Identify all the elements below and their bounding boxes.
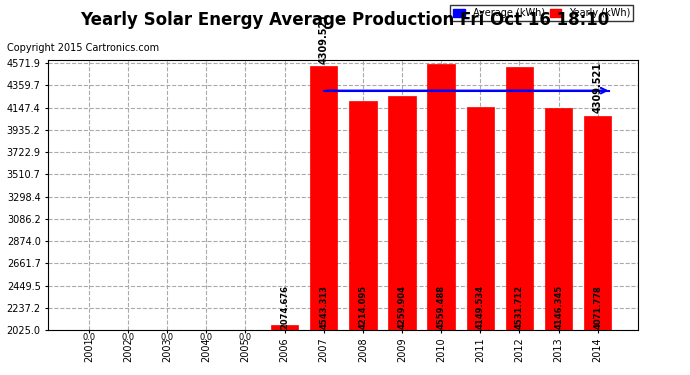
Text: 2074.676: 2074.676 xyxy=(280,285,289,329)
Bar xyxy=(427,64,455,330)
Bar xyxy=(545,108,572,330)
Bar xyxy=(388,96,415,330)
Bar xyxy=(349,100,377,330)
Text: 4531.712: 4531.712 xyxy=(515,285,524,329)
Bar xyxy=(584,116,611,330)
Text: 0.0: 0.0 xyxy=(239,333,252,342)
Bar xyxy=(466,107,494,330)
Text: 0.0: 0.0 xyxy=(199,333,213,342)
Text: 0.0: 0.0 xyxy=(121,333,135,342)
Bar xyxy=(271,325,298,330)
Text: Copyright 2015 Cartronics.com: Copyright 2015 Cartronics.com xyxy=(7,43,159,53)
Text: 0.0: 0.0 xyxy=(161,333,174,342)
Text: 4146.345: 4146.345 xyxy=(554,285,563,329)
Legend: Average (kWh), Yearly (kWh): Average (kWh), Yearly (kWh) xyxy=(451,6,633,21)
Text: 4309.521: 4309.521 xyxy=(593,63,603,114)
Text: 4559.488: 4559.488 xyxy=(437,285,446,329)
Bar xyxy=(310,66,337,330)
Bar xyxy=(506,68,533,330)
Text: 4149.534: 4149.534 xyxy=(476,285,485,329)
Text: 4071.778: 4071.778 xyxy=(593,285,602,329)
Text: 4543.313: 4543.313 xyxy=(319,285,328,329)
Text: Yearly Solar Energy Average Production Fri Oct 16 18:10: Yearly Solar Energy Average Production F… xyxy=(80,11,610,29)
Text: 0.0: 0.0 xyxy=(82,333,95,342)
Text: 4309.521: 4309.521 xyxy=(319,13,328,64)
Text: 4214.095: 4214.095 xyxy=(358,285,367,329)
Text: 4259.904: 4259.904 xyxy=(397,285,406,329)
